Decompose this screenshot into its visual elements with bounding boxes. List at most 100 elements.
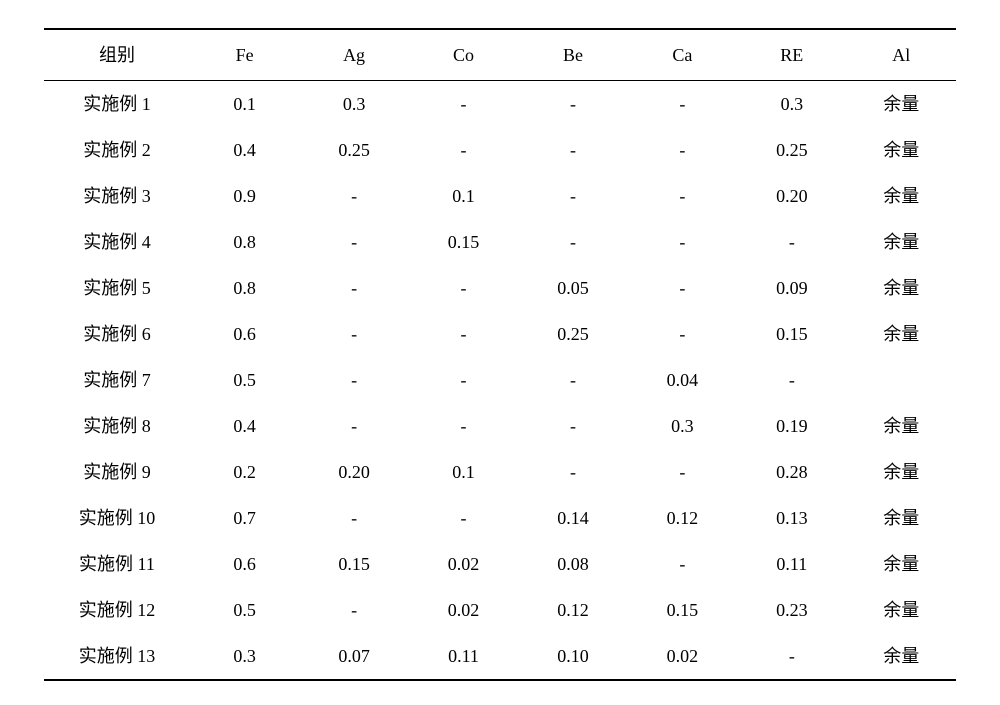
cell-value: 0.3 xyxy=(628,403,737,449)
cell-value: 0.04 xyxy=(628,357,737,403)
cell-value: 0.14 xyxy=(518,495,627,541)
table-row: 实施例 8 0.4 - - - 0.3 0.19 余量 xyxy=(44,403,956,449)
col-header-group: 组别 xyxy=(44,29,190,81)
cell-value: - xyxy=(299,357,408,403)
cell-value: 余量 xyxy=(847,311,956,357)
cell-value: 0.15 xyxy=(737,311,846,357)
cell-value xyxy=(847,357,956,403)
table-row: 实施例 13 0.3 0.07 0.11 0.10 0.02 - 余量 xyxy=(44,633,956,680)
cell-label: 实施例 6 xyxy=(44,311,190,357)
table-row: 实施例 10 0.7 - - 0.14 0.12 0.13 余量 xyxy=(44,495,956,541)
col-header-ca: Ca xyxy=(628,29,737,81)
cell-value: - xyxy=(628,127,737,173)
cell-value: 余量 xyxy=(847,449,956,495)
cell-value: 0.25 xyxy=(299,127,408,173)
col-header-be: Be xyxy=(518,29,627,81)
cell-value: - xyxy=(409,403,518,449)
cell-value: 0.12 xyxy=(518,587,627,633)
cell-value: 0.5 xyxy=(190,357,299,403)
cell-value: 0.6 xyxy=(190,311,299,357)
cell-value: - xyxy=(518,449,627,495)
cell-value: 0.15 xyxy=(409,219,518,265)
table-row: 实施例 5 0.8 - - 0.05 - 0.09 余量 xyxy=(44,265,956,311)
cell-value: 余量 xyxy=(847,587,956,633)
cell-value: 0.1 xyxy=(409,173,518,219)
cell-value: - xyxy=(409,265,518,311)
table-row: 实施例 12 0.5 - 0.02 0.12 0.15 0.23 余量 xyxy=(44,587,956,633)
cell-value: - xyxy=(518,403,627,449)
table-row: 实施例 3 0.9 - 0.1 - - 0.20 余量 xyxy=(44,173,956,219)
cell-label: 实施例 8 xyxy=(44,403,190,449)
cell-label: 实施例 13 xyxy=(44,633,190,680)
cell-value: 0.09 xyxy=(737,265,846,311)
cell-value: - xyxy=(628,219,737,265)
cell-value: - xyxy=(299,403,408,449)
cell-value: 0.5 xyxy=(190,587,299,633)
cell-value: - xyxy=(409,357,518,403)
cell-value: 0.2 xyxy=(190,449,299,495)
cell-value: 0.3 xyxy=(190,633,299,680)
cell-value: - xyxy=(518,357,627,403)
cell-value: 0.10 xyxy=(518,633,627,680)
cell-value: - xyxy=(628,541,737,587)
cell-value: 0.25 xyxy=(518,311,627,357)
cell-value: - xyxy=(518,219,627,265)
cell-value: 0.6 xyxy=(190,541,299,587)
cell-value: - xyxy=(737,219,846,265)
cell-value: 余量 xyxy=(847,173,956,219)
cell-value: - xyxy=(409,127,518,173)
table-row: 实施例 6 0.6 - - 0.25 - 0.15 余量 xyxy=(44,311,956,357)
table-row: 实施例 1 0.1 0.3 - - - 0.3 余量 xyxy=(44,81,956,128)
col-header-fe: Fe xyxy=(190,29,299,81)
cell-label: 实施例 3 xyxy=(44,173,190,219)
table-row: 实施例 4 0.8 - 0.15 - - - 余量 xyxy=(44,219,956,265)
cell-label: 实施例 9 xyxy=(44,449,190,495)
cell-value: - xyxy=(409,81,518,128)
cell-value: 0.3 xyxy=(737,81,846,128)
cell-value: 余量 xyxy=(847,541,956,587)
table-body: 实施例 1 0.1 0.3 - - - 0.3 余量 实施例 2 0.4 0.2… xyxy=(44,81,956,681)
cell-value: - xyxy=(518,127,627,173)
cell-value: 0.11 xyxy=(409,633,518,680)
cell-value: 0.9 xyxy=(190,173,299,219)
cell-value: - xyxy=(409,311,518,357)
cell-value: 0.07 xyxy=(299,633,408,680)
cell-value: 0.08 xyxy=(518,541,627,587)
cell-value: 余量 xyxy=(847,265,956,311)
cell-value: 0.7 xyxy=(190,495,299,541)
col-header-re: RE xyxy=(737,29,846,81)
cell-value: - xyxy=(628,311,737,357)
cell-value: - xyxy=(518,81,627,128)
cell-value: 0.12 xyxy=(628,495,737,541)
cell-value: 0.3 xyxy=(299,81,408,128)
cell-value: 0.11 xyxy=(737,541,846,587)
cell-value: 0.15 xyxy=(628,587,737,633)
cell-value: - xyxy=(628,173,737,219)
cell-value: 余量 xyxy=(847,127,956,173)
cell-value: - xyxy=(299,587,408,633)
cell-label: 实施例 2 xyxy=(44,127,190,173)
cell-value: - xyxy=(299,265,408,311)
cell-label: 实施例 4 xyxy=(44,219,190,265)
cell-value: - xyxy=(628,265,737,311)
cell-value: - xyxy=(628,449,737,495)
cell-value: 0.8 xyxy=(190,219,299,265)
cell-value: 0.02 xyxy=(628,633,737,680)
cell-value: - xyxy=(737,357,846,403)
cell-label: 实施例 1 xyxy=(44,81,190,128)
cell-value: - xyxy=(299,495,408,541)
col-header-ag: Ag xyxy=(299,29,408,81)
table-row: 实施例 11 0.6 0.15 0.02 0.08 - 0.11 余量 xyxy=(44,541,956,587)
cell-value: 0.05 xyxy=(518,265,627,311)
col-header-al: Al xyxy=(847,29,956,81)
cell-value: 0.1 xyxy=(190,81,299,128)
cell-value: - xyxy=(299,219,408,265)
cell-value: - xyxy=(737,633,846,680)
cell-value: 0.15 xyxy=(299,541,408,587)
cell-value: 0.28 xyxy=(737,449,846,495)
cell-value: 余量 xyxy=(847,633,956,680)
cell-value: - xyxy=(299,311,408,357)
cell-value: 0.25 xyxy=(737,127,846,173)
cell-value: 余量 xyxy=(847,403,956,449)
cell-value: 0.8 xyxy=(190,265,299,311)
